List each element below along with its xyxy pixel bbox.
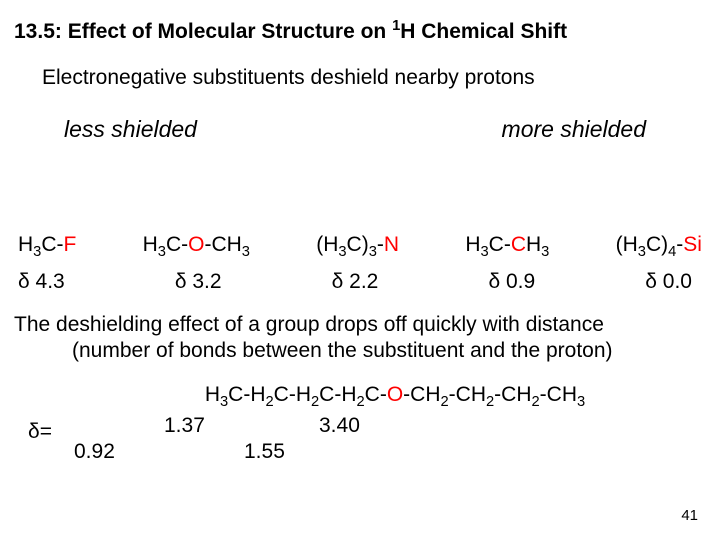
val-0-92: 0.92 — [74, 440, 115, 464]
formula-h3c4-si: (H3C)4-Si — [616, 233, 702, 260]
page-number: 41 — [681, 507, 698, 524]
formula-row: H3C-F H3C-O-CH3 (H3C)3-N H3C-CH3 (H3C)4-… — [14, 233, 706, 260]
val-1-55: 1.55 — [244, 440, 285, 464]
formula-h3c-ch3: H3C-CH3 — [465, 233, 549, 260]
chain-delta-values: δ= 1.37 3.40 0.92 1.55 — [14, 414, 706, 468]
chain-formula: H3C-H2C-H2C-H2C-O-CH2-CH2-CH2-CH3 — [84, 383, 706, 410]
val-3-40: 3.40 — [319, 414, 360, 438]
title-prefix: 13.5: Effect of Molecular Structure on — [14, 20, 392, 43]
delta-3: δ 2.2 — [332, 270, 379, 294]
delta-2: δ 3.2 — [175, 270, 222, 294]
val-1-37: 1.37 — [164, 414, 205, 438]
more-shielded-label: more shielded — [502, 116, 646, 143]
less-shielded-label: less shielded — [64, 116, 197, 143]
formula-h3c3-n: (H3C)3-N — [316, 233, 399, 260]
conclusion-line1: The deshielding effect of a group drops … — [14, 312, 706, 338]
conclusion-line2: (number of bonds between the substituent… — [72, 338, 706, 364]
delta-equals: δ= — [28, 420, 52, 444]
formula-h3c-o-ch3: H3C-O-CH3 — [143, 233, 250, 260]
shielding-labels: less shielded more shielded — [14, 116, 706, 143]
delta-row: δ 4.3 δ 3.2 δ 2.2 δ 0.9 δ 0.0 — [14, 270, 706, 294]
intro-text: Electronegative substituents deshield ne… — [42, 66, 706, 90]
delta-4: δ 0.9 — [488, 270, 535, 294]
delta-1: δ 4.3 — [18, 270, 65, 294]
formula-h3c-f: H3C-F — [18, 233, 76, 260]
title-suffix: H Chemical Shift — [400, 20, 567, 43]
conclusion-text: The deshielding effect of a group drops … — [14, 312, 706, 365]
delta-5: δ 0.0 — [645, 270, 692, 294]
section-title: 13.5: Effect of Molecular Structure on 1… — [14, 18, 706, 44]
